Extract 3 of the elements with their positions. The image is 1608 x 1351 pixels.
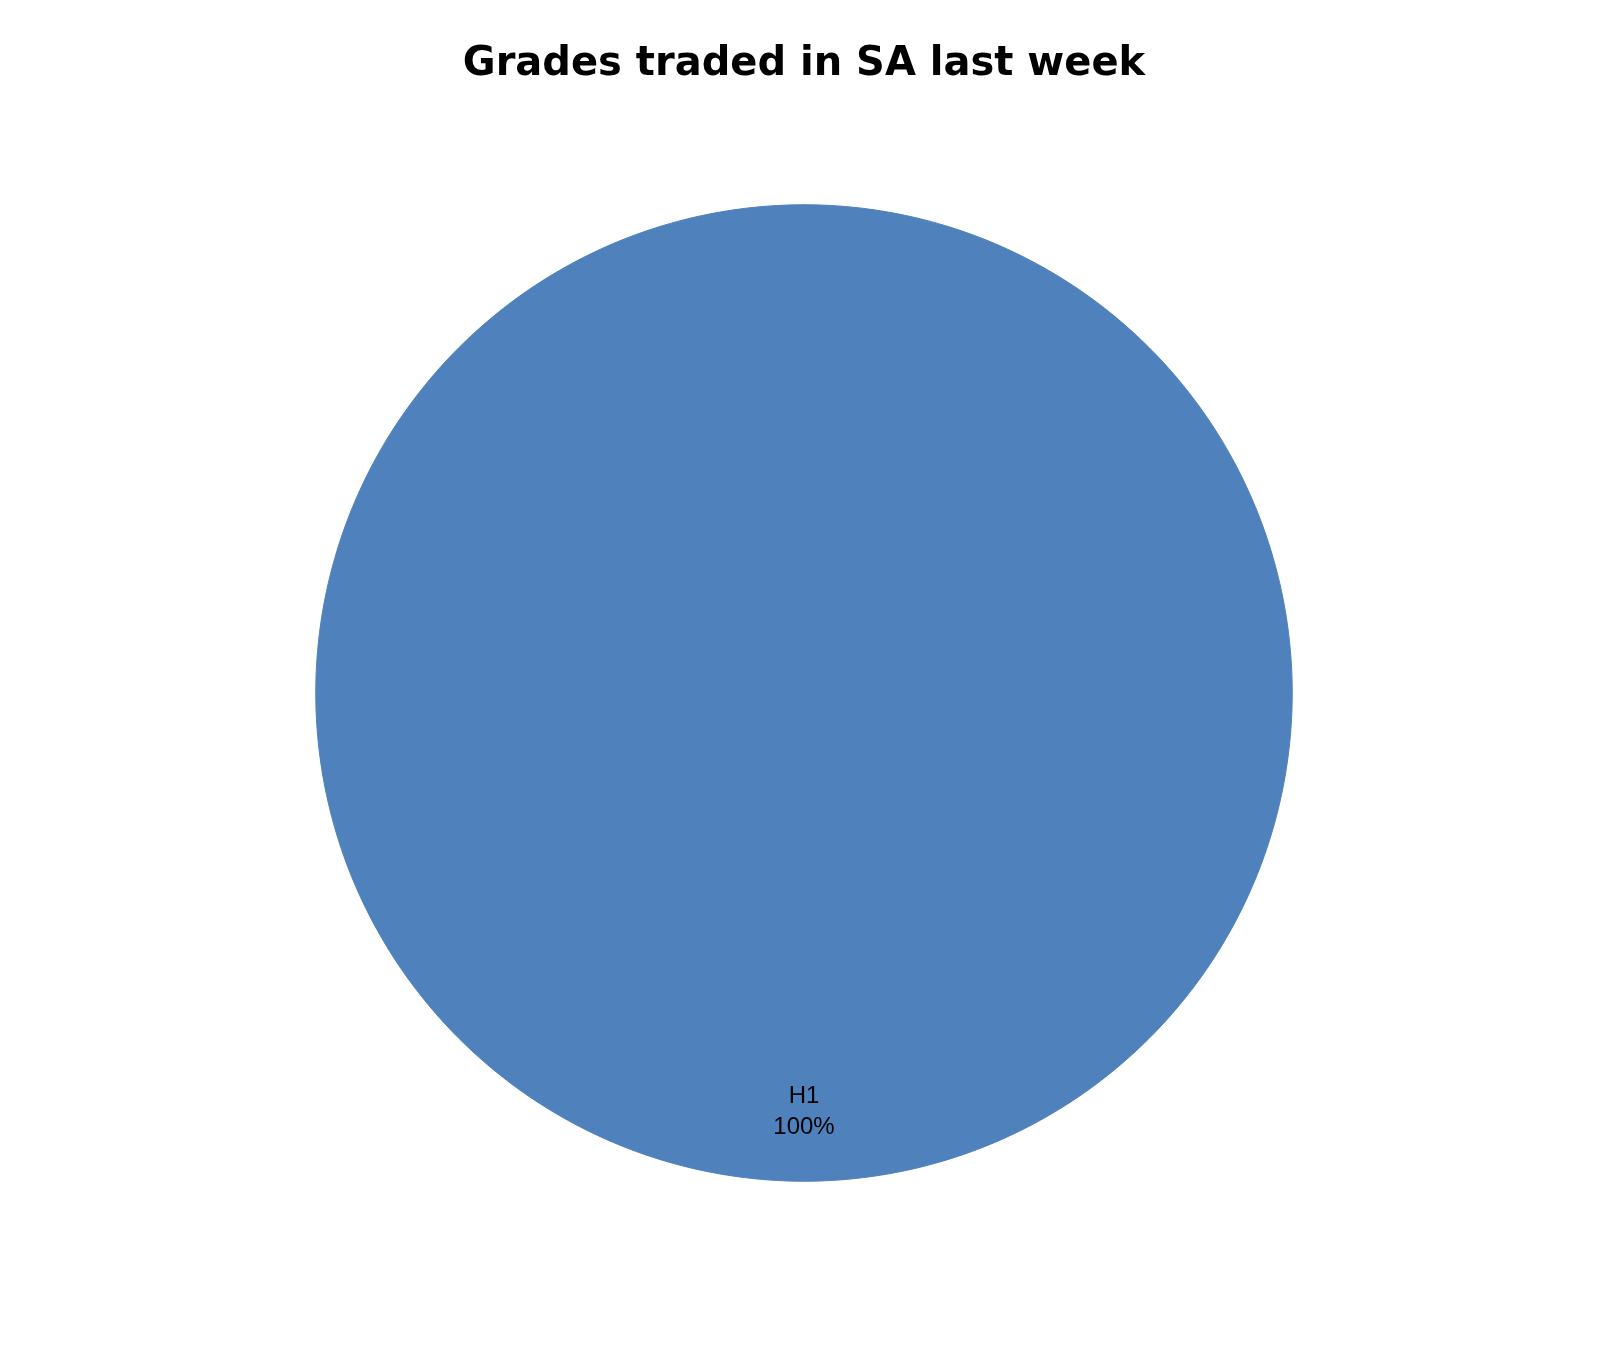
chart-title: Grades traded in SA last week bbox=[462, 38, 1147, 85]
slice-label: H1 bbox=[788, 1081, 820, 1109]
data-label: 100% bbox=[773, 1112, 835, 1140]
